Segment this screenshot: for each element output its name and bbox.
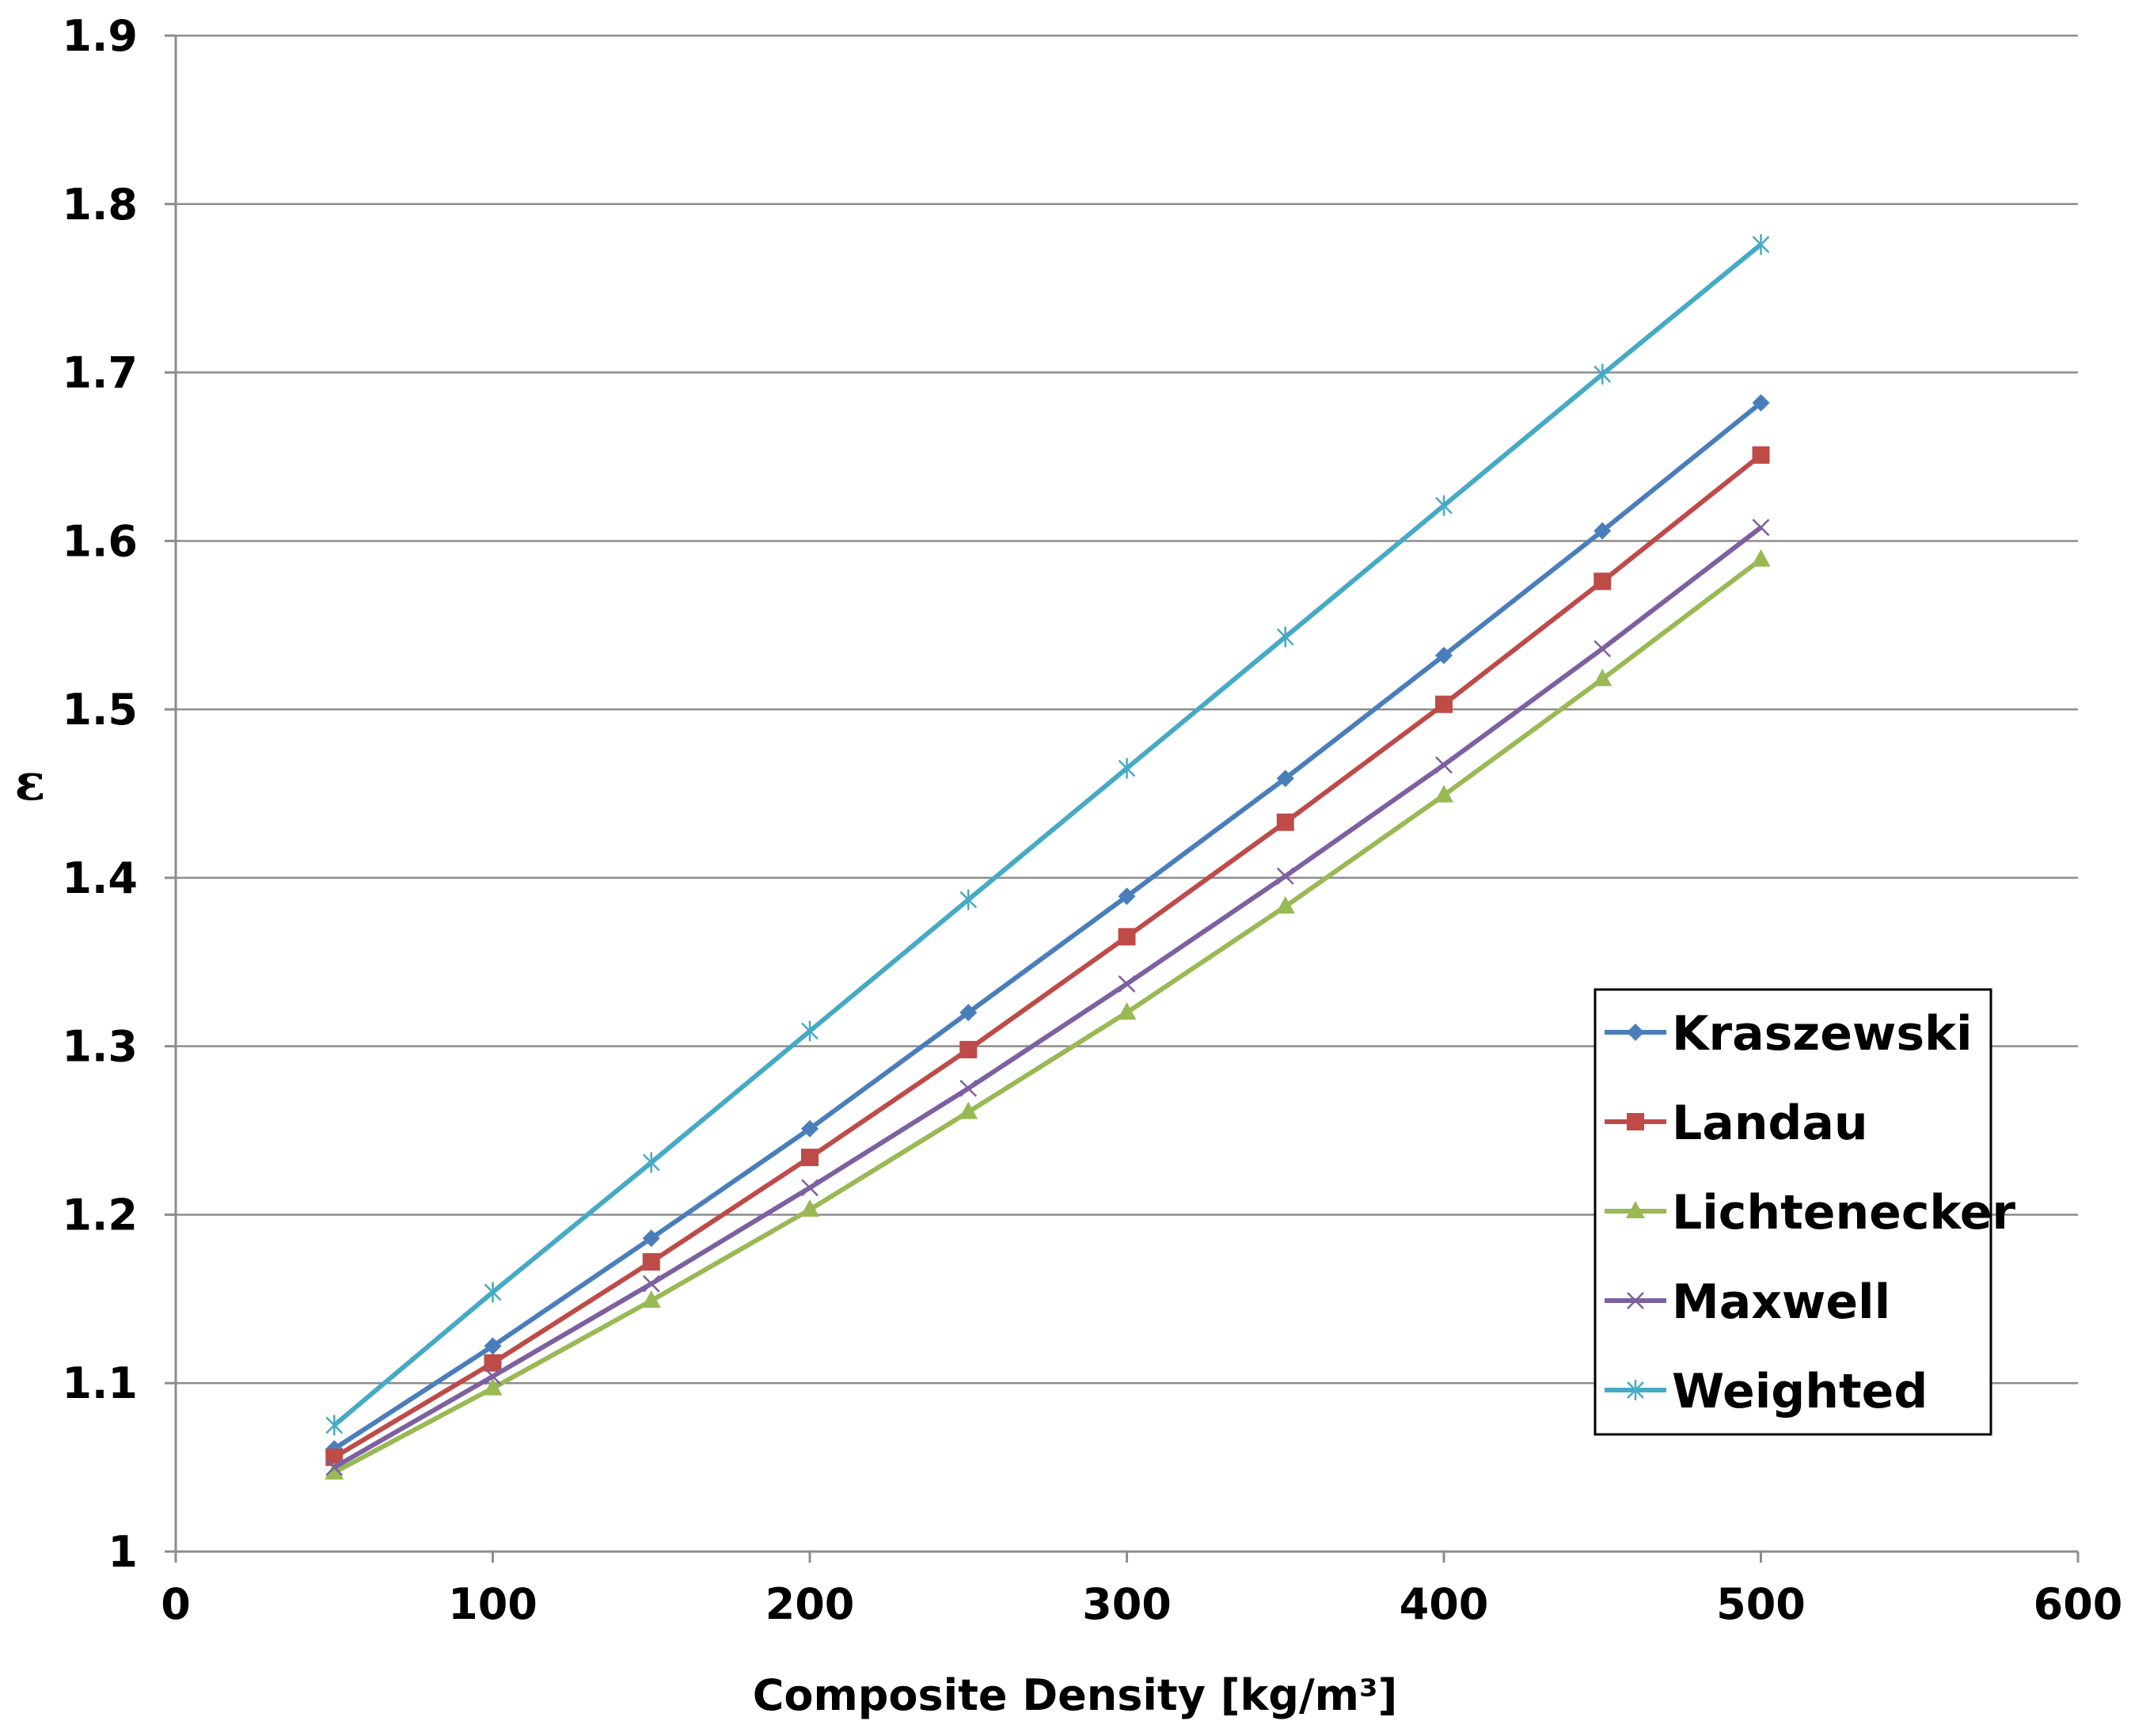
data-point-landau — [959, 1040, 978, 1058]
series-line-weighted — [332, 242, 1763, 1427]
legend-marker-kraszewski — [1627, 1024, 1644, 1041]
y-tick-label: 1.4 — [62, 853, 138, 903]
data-point-landau — [1594, 572, 1612, 591]
x-tick-labels: 0 100 200 300 400 500 600 — [161, 1579, 2122, 1629]
data-point-landau — [1118, 928, 1136, 946]
y-tick-label: 1.6 — [62, 516, 138, 566]
data-point-maxwell — [1594, 640, 1612, 658]
data-point-maxwell — [1435, 756, 1453, 774]
data-point-lichtenecker — [483, 1377, 503, 1396]
data-point-kraszewski — [959, 1004, 978, 1022]
data-point-landau — [1276, 813, 1294, 831]
data-point-landau — [484, 1354, 502, 1372]
data-point-maxwell — [325, 1458, 344, 1476]
data-point-kraszewski — [642, 1229, 660, 1248]
series-line-kraszewski — [332, 401, 1763, 1451]
data-point-maxwell — [1752, 519, 1770, 537]
legend-marker-lichtenecker — [1626, 1201, 1645, 1218]
data-point-landau — [801, 1149, 819, 1167]
legend: Kraszewski Landau Lichtenecker Maxwell Weigh… — [1594, 988, 2015, 1436]
x-tick-label: 500 — [1716, 1579, 1806, 1629]
data-point-maxwell — [642, 1274, 660, 1293]
y-tick-label: 1.8 — [62, 180, 138, 230]
legend-label-lichtenecker: Lichtenecker — [1672, 1185, 2015, 1240]
legend-marker-landau — [1627, 1113, 1644, 1130]
x-tick-label: 200 — [765, 1579, 855, 1629]
data-point-lichtenecker — [1751, 549, 1771, 567]
data-point-lichtenecker — [959, 1101, 978, 1119]
x-tick-label: 600 — [2034, 1579, 2123, 1629]
data-point-weighted — [642, 1152, 660, 1173]
data-point-kraszewski — [1752, 393, 1770, 412]
y-axis-title: ε — [15, 753, 46, 812]
data-point-kraszewski — [1118, 887, 1136, 906]
data-point-kraszewski — [1435, 647, 1453, 665]
data-point-maxwell — [484, 1367, 502, 1385]
x-axis-title: Composite Density [kg/m³] — [753, 1670, 1398, 1720]
y-tick-label: 1.1 — [62, 1358, 138, 1408]
x-tick-label: 0 — [161, 1579, 191, 1629]
x-tick-label: 100 — [448, 1579, 537, 1629]
axes — [165, 34, 2080, 1563]
data-point-lichtenecker — [1593, 668, 1612, 686]
data-point-landau — [642, 1253, 660, 1271]
legend-label-maxwell: Maxwell — [1672, 1274, 1890, 1330]
series-group — [325, 234, 1771, 1480]
y-tick-label: 1 — [108, 1527, 138, 1577]
y-tick-label: 1.9 — [62, 11, 138, 61]
series-maxwell — [325, 519, 1770, 1476]
data-point-kraszewski — [801, 1119, 819, 1138]
data-point-landau — [1435, 695, 1453, 713]
y-tick-labels: 1 1.1 1.2 1.3 1.4 1.5 1.6 1.7 1.8 1.9 — [62, 11, 138, 1577]
data-point-weighted — [801, 1020, 819, 1042]
series-line-lichtenecker — [332, 557, 1763, 1475]
gridlines — [176, 34, 2078, 1385]
data-point-weighted — [959, 889, 978, 910]
data-point-lichtenecker — [641, 1290, 661, 1308]
data-point-kraszewski — [1594, 522, 1612, 540]
data-point-weighted — [1752, 234, 1770, 255]
data-point-lichtenecker — [1275, 896, 1295, 914]
data-point-lichtenecker — [1434, 784, 1453, 803]
data-point-maxwell — [1118, 975, 1136, 993]
series-lichtenecker — [325, 549, 1771, 1480]
data-point-lichtenecker — [800, 1199, 819, 1217]
data-point-landau — [1752, 446, 1770, 464]
x-tick-label: 400 — [1400, 1579, 1489, 1629]
data-point-weighted — [1435, 495, 1453, 516]
data-point-weighted — [1118, 758, 1136, 779]
series-line-landau — [332, 453, 1763, 1460]
data-point-kraszewski — [484, 1337, 502, 1355]
y-tick-label: 1.3 — [62, 1022, 138, 1072]
data-point-maxwell — [959, 1079, 978, 1097]
data-point-weighted — [484, 1282, 502, 1303]
data-point-weighted — [1594, 363, 1612, 385]
data-point-lichtenecker — [325, 1461, 344, 1480]
data-point-maxwell — [801, 1179, 819, 1197]
data-point-weighted — [325, 1415, 344, 1436]
data-point-kraszewski — [1276, 769, 1294, 788]
legend-marker-weighted — [1627, 1380, 1644, 1400]
series-line-maxwell — [332, 525, 1763, 1470]
legend-label-landau: Landau — [1672, 1096, 1868, 1151]
legend-label-kraszewski: Kraszewski — [1672, 1006, 1973, 1062]
data-point-maxwell — [1276, 867, 1294, 885]
legend-marker-maxwell — [1627, 1292, 1644, 1309]
data-point-lichtenecker — [1117, 1002, 1137, 1020]
y-tick-label: 1.7 — [62, 348, 138, 398]
data-point-weighted — [1276, 626, 1294, 648]
y-tick-label: 1.5 — [62, 685, 138, 735]
series-kraszewski — [325, 393, 1770, 1458]
legend-label-weighted: Weighted — [1672, 1364, 1928, 1419]
y-tick-label: 1.2 — [62, 1190, 138, 1240]
x-tick-label: 300 — [1082, 1579, 1172, 1629]
series-weighted — [325, 234, 1770, 1436]
